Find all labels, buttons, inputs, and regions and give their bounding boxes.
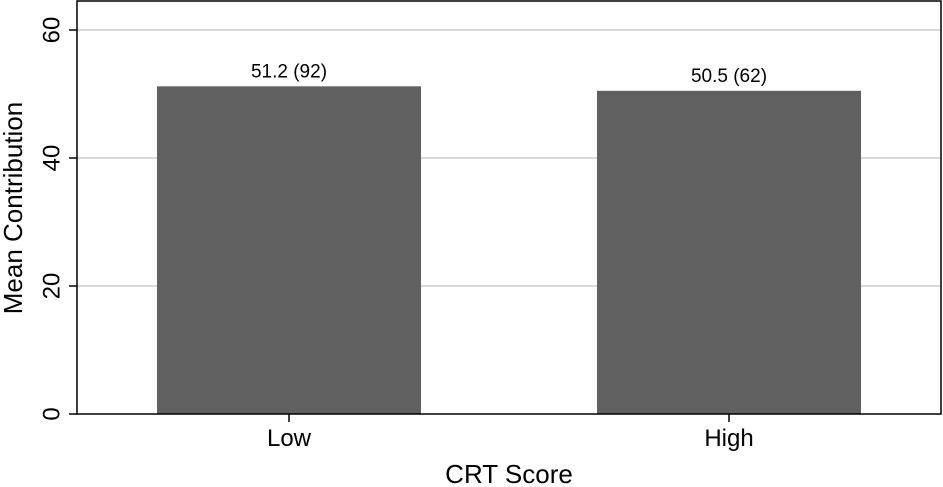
x-axis-title: CRT Score: [445, 459, 573, 487]
data-label: 51.2 (92): [251, 61, 327, 82]
y-axis-title: Mean Contribution: [0, 102, 28, 314]
data-labels: 51.2 (92) 50.5 (62): [251, 61, 767, 86]
x-axis-categories: Low High: [267, 414, 754, 452]
bars: [157, 86, 861, 415]
y-tick-label: 60: [38, 17, 65, 44]
data-label: 50.5 (62): [691, 66, 767, 87]
plot-frame: [76, 0, 942, 415]
x-tick-label: High: [704, 425, 753, 452]
bar-low: [157, 86, 421, 414]
y-tick-label: 0: [38, 407, 65, 420]
y-axis-ticks: 0 20 40 60: [38, 17, 77, 421]
x-tick-label: Low: [267, 425, 312, 452]
y-tick-label: 20: [38, 273, 65, 300]
bar-high: [597, 90, 861, 415]
y-tick-label: 40: [38, 145, 65, 172]
